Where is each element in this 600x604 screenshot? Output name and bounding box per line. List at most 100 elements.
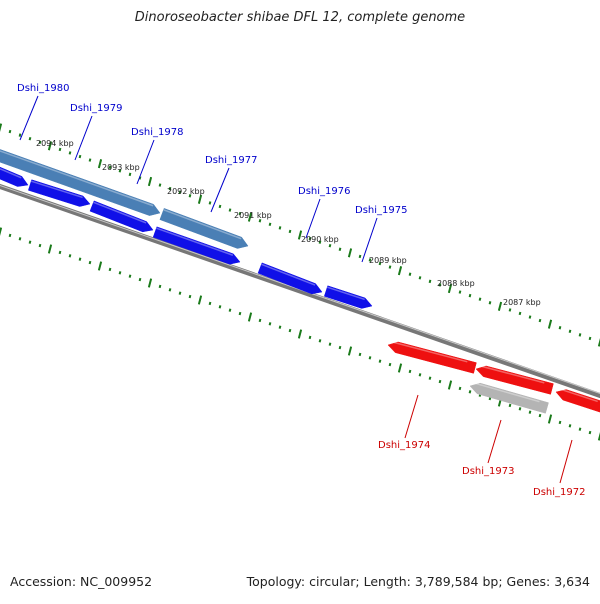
tick-mark	[58, 250, 62, 255]
tick-mark	[488, 301, 492, 305]
tick-mark	[458, 290, 462, 294]
kbp-tick-label: 2088 kbp	[437, 279, 475, 288]
tick-mark	[8, 129, 12, 134]
tick-mark	[178, 190, 182, 194]
forward-gene-arrow[interactable]	[257, 262, 323, 295]
tick-mark	[88, 158, 92, 162]
reverse-gene-arrow[interactable]	[469, 381, 549, 414]
tick-mark	[428, 376, 432, 380]
gene-label-forward[interactable]: Dshi_1977	[205, 155, 257, 166]
gene-label-reverse[interactable]: Dshi_1974	[378, 440, 430, 451]
tick-mark	[258, 219, 262, 223]
tick-mark	[297, 230, 303, 240]
tick-mark	[597, 432, 600, 441]
label-leader-line	[136, 139, 155, 185]
gene-label-forward[interactable]: Dshi_1978	[131, 127, 183, 138]
tick-mark	[508, 403, 512, 408]
tick-mark	[547, 414, 553, 424]
reverse-gene-arrow[interactable]	[475, 364, 554, 395]
tick-mark	[468, 390, 472, 394]
forward-gene-arrow[interactable]	[0, 148, 161, 216]
tick-mark	[68, 151, 72, 155]
tick-mark	[518, 311, 522, 316]
tick-mark	[78, 154, 82, 159]
tick-mark	[558, 420, 562, 425]
tick-mark	[147, 278, 153, 288]
tick-mark	[438, 379, 442, 384]
tick-mark	[397, 363, 403, 373]
forward-gene-arrow[interactable]	[323, 285, 373, 309]
tick-mark	[297, 329, 303, 339]
tick-mark	[308, 236, 312, 241]
tick-mark	[38, 140, 42, 144]
tick-mark	[168, 288, 172, 292]
label-leader-line	[74, 115, 93, 161]
tick-mark	[247, 212, 253, 222]
tick-mark	[268, 322, 272, 326]
tick-mark	[497, 301, 503, 311]
tick-mark	[547, 319, 553, 329]
tick-mark	[118, 169, 122, 173]
tick-mark	[538, 413, 542, 418]
tick-mark	[388, 265, 392, 269]
tick-mark	[288, 328, 292, 333]
backbone	[0, 183, 600, 399]
tick-mark	[338, 345, 342, 350]
tick-mark	[368, 356, 372, 360]
gene-label-forward[interactable]: Dshi_1980	[17, 83, 69, 94]
forward-gene-arrow[interactable]	[0, 166, 29, 187]
tick-mark	[88, 260, 92, 265]
tick-mark	[278, 226, 282, 230]
forward-gene-arrow[interactable]	[159, 208, 249, 249]
tick-mark	[108, 267, 112, 272]
tick-mark	[408, 272, 412, 276]
tick-mark	[108, 165, 112, 169]
gene-label-reverse[interactable]: Dshi_1973	[462, 466, 514, 477]
tick-mark	[447, 380, 453, 390]
tick-mark	[178, 291, 182, 295]
gene-label-forward[interactable]: Dshi_1976	[298, 186, 350, 197]
tick-mark	[538, 318, 542, 323]
tick-mark	[188, 194, 192, 198]
tick-mark	[588, 336, 592, 341]
gene-label-reverse[interactable]: Dshi_1972	[533, 487, 585, 498]
gene-label-forward[interactable]: Dshi_1975	[355, 205, 407, 216]
label-leader-line	[487, 419, 502, 464]
gene-label-forward[interactable]: Dshi_1979	[70, 103, 122, 114]
tick-mark	[128, 172, 132, 177]
tick-mark	[328, 342, 332, 346]
tick-mark	[288, 229, 292, 234]
genome-summary: Topology: circular; Length: 3,789,584 bp…	[246, 574, 590, 589]
reverse-gene-arrow[interactable]	[555, 387, 600, 413]
tick-mark	[347, 248, 353, 258]
tick-mark	[418, 276, 422, 280]
tick-mark	[338, 247, 342, 251]
tick-mark	[197, 295, 203, 305]
tick-mark	[308, 335, 312, 340]
forward-gene-arrow[interactable]	[89, 200, 154, 233]
tick-mark	[68, 254, 72, 258]
tick-mark	[518, 407, 522, 411]
tick-mark	[397, 266, 403, 276]
tick-mark	[318, 240, 322, 244]
label-leader-line	[361, 217, 378, 263]
tick-mark	[388, 362, 392, 367]
tick-mark	[18, 133, 22, 137]
tick-mark	[47, 141, 53, 151]
tick-mark	[558, 326, 562, 330]
tick-mark	[378, 359, 382, 363]
tick-mark	[447, 283, 453, 294]
tick-mark	[368, 258, 372, 262]
tick-mark	[358, 352, 362, 357]
tick-mark	[28, 136, 32, 141]
tick-mark	[358, 254, 362, 259]
forward-gene-arrow[interactable]	[28, 179, 91, 207]
tick-mark	[578, 427, 582, 431]
tick-mark	[78, 257, 82, 261]
kbp-tick-label: 2087 kbp	[503, 298, 541, 307]
reverse-gene-arrow[interactable]	[387, 340, 477, 374]
tick-mark	[208, 301, 212, 306]
forward-gene-arrow[interactable]	[152, 226, 241, 265]
tick-mark	[468, 293, 472, 298]
